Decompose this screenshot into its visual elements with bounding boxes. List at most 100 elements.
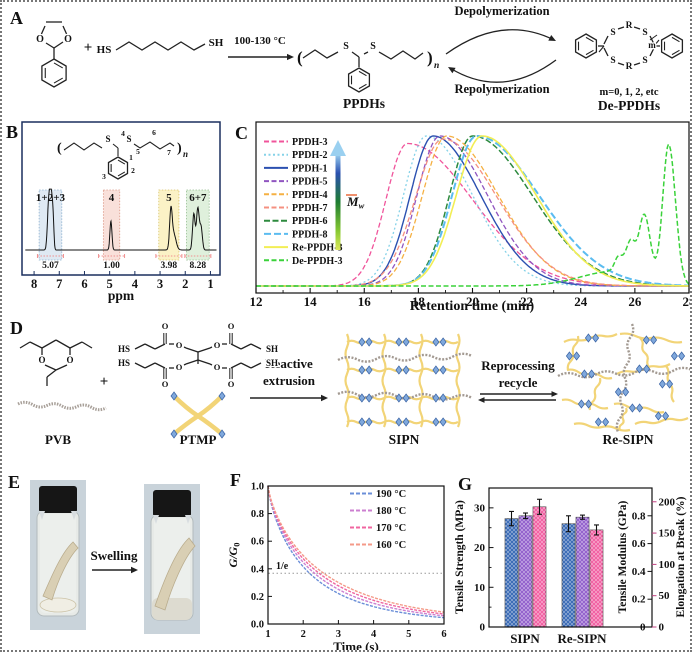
crosslink-diamond — [678, 351, 686, 361]
bar-hatch — [505, 518, 518, 627]
sipn-network — [337, 333, 473, 428]
panel-f-letter: F — [230, 470, 241, 490]
panel-d-letter: D — [10, 318, 23, 338]
plot-frame — [267, 485, 445, 625]
crosslink-diamond — [439, 337, 447, 347]
crosslink-diamond — [358, 417, 366, 427]
gpc-legend: PPDH-3 PPDH-2 PPDH-1 PPDH-5 PPDH-4 PPDH-7 PPDH… — [264, 137, 343, 267]
crosslink-diamond — [650, 335, 658, 345]
reactive-extrusion-label-2: extrusion — [263, 373, 316, 388]
m-values-label: m=0, 1, 2, etc — [599, 87, 658, 98]
re-sipn-label: Re-SIPN — [603, 432, 654, 447]
label: ( — [57, 141, 62, 156]
atom-label: S — [642, 56, 647, 66]
tick-label: 6 — [81, 277, 87, 291]
vial-photo-before — [30, 480, 86, 630]
crosslink-diamond — [432, 417, 440, 427]
tick-label: 7 — [56, 277, 62, 291]
nmr-inset-structure: (S S) n 1 2 3 4 5 6 7 — [57, 128, 188, 181]
benzene-ring — [107, 156, 129, 180]
cap-reflection — [153, 515, 159, 524]
sipn-label: SIPN — [389, 432, 420, 447]
category-label: SIPN — [510, 631, 540, 646]
reaction-condition: 100-130 °C — [234, 35, 286, 47]
solvent — [39, 597, 77, 613]
crosslink-diamond — [635, 364, 643, 374]
tick-label: 0 — [659, 622, 665, 634]
crosslink-diamond — [432, 337, 440, 347]
arrow-head — [478, 397, 485, 403]
mw-arrow-shaft — [335, 154, 341, 250]
bar-hatch — [576, 517, 589, 627]
pvb-thread — [557, 366, 690, 379]
crosslink-diamond — [588, 369, 596, 379]
atom-label: R — [626, 62, 633, 72]
crosslink-diamond — [654, 411, 662, 421]
arrow-head — [131, 566, 138, 574]
atom-label: O — [66, 355, 73, 365]
category-label: Re-SIPN — [557, 631, 607, 646]
legend-label: PPDH-2 — [292, 150, 328, 161]
legend-label: PPDH-5 — [292, 177, 328, 188]
site-number: 7 — [167, 148, 171, 157]
crosslink-diamond — [577, 399, 585, 409]
cap-reflection — [71, 511, 77, 520]
nmr-x-axis-label: ppm — [108, 288, 135, 303]
tick-label: 20 — [466, 294, 479, 309]
arrow-head — [448, 67, 456, 74]
tick-label: 30 — [474, 502, 486, 514]
relaxation-plot: 1/e 0.0 0.2 0.4 0.6 0.8 1.0 1 2 3 4 5 6 190 °C 180 °C 1… — [251, 482, 447, 641]
relax-curve-170 °C — [267, 485, 445, 615]
relax-y-axis-label: G/G0 — [226, 543, 242, 568]
atom-label: O — [162, 321, 169, 331]
tick-label: 100 — [659, 559, 676, 571]
atom-label: O — [38, 355, 45, 365]
crosslink-diamond — [402, 393, 410, 403]
legend-label: PPDH-4 — [292, 190, 328, 201]
panel-e-photos: E Swelling — [8, 472, 200, 634]
tick-label: 16 — [358, 294, 372, 309]
depolymerization-label: Depolymerization — [454, 4, 549, 18]
tick-label: 150 — [659, 528, 676, 540]
crosslink-diamond — [402, 417, 410, 427]
tick-label: 0.4 — [251, 564, 265, 575]
arrow-head — [321, 394, 328, 402]
tick-label: 2 — [182, 277, 188, 291]
cap-reflection — [39, 511, 45, 520]
plus-sign: + — [100, 374, 109, 390]
tick-label: 18 — [412, 294, 426, 309]
crosslink-diamond — [395, 365, 403, 375]
swelling-label: Swelling — [91, 548, 138, 563]
tick-label: 12 — [250, 294, 263, 309]
tick-label: 4 — [371, 629, 377, 640]
atom-label: S — [370, 41, 376, 52]
tick-label: 0.6 — [632, 538, 646, 550]
panel-c-letter: C — [235, 123, 248, 143]
legend-label: PPDH-8 — [292, 229, 328, 240]
de-ppdhs-label: De-PPDHs — [598, 98, 660, 113]
panel-a-letter: A — [10, 8, 23, 28]
nmr-group-label: 5 — [166, 192, 172, 204]
pvb-thread — [337, 352, 473, 363]
legend-label: 190 °C — [376, 489, 406, 500]
site-number: 6 — [152, 128, 156, 137]
arrow-head — [551, 391, 558, 397]
bar-hatch — [519, 515, 532, 627]
ptmp-label: PTMP — [180, 432, 217, 447]
axis-title-modulus: Tensile Modulus (GPa) — [617, 500, 629, 613]
panel-d-scheme: D + PVB PTMP Reactive extrusion Reproces… — [10, 318, 690, 447]
crosslink-diamond — [628, 403, 636, 413]
tick-label: 0.2 — [251, 592, 264, 603]
tick-label: 28 — [683, 294, 692, 309]
tick-label: 20 — [474, 542, 486, 554]
nmr-integral: 1.00 — [103, 261, 120, 271]
crosslink-diamond — [439, 417, 447, 427]
repolymerization-label: Repolymerization — [454, 82, 549, 96]
atom-label: O — [162, 379, 169, 389]
mw-label: Mw — [346, 194, 365, 211]
tick-label: 5 — [107, 277, 113, 291]
relax-curve-180 °C — [267, 485, 445, 617]
tick-label: 2 — [301, 629, 306, 640]
